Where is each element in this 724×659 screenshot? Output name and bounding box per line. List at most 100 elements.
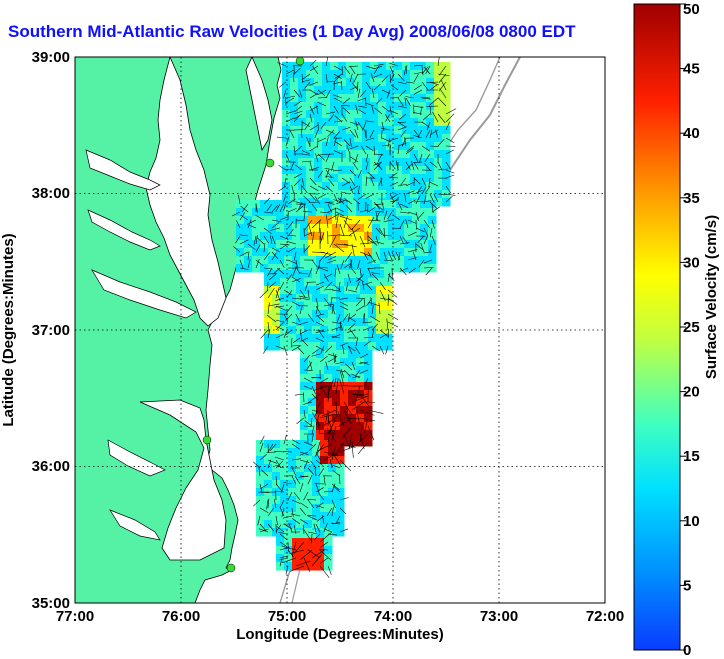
velocity-cell xyxy=(288,278,297,287)
velocity-vector xyxy=(402,236,409,245)
velocity-cell xyxy=(388,256,397,265)
velocity-vector xyxy=(383,251,387,261)
velocity-cell xyxy=(300,398,309,407)
velocity-vector xyxy=(255,235,258,245)
velocity-vector xyxy=(307,313,314,322)
velocity-vector xyxy=(340,191,351,195)
velocity-vector xyxy=(319,565,330,579)
velocity-vector xyxy=(347,345,356,352)
velocity-vector xyxy=(437,161,443,171)
velocity-cell xyxy=(354,150,363,159)
velocity-cell xyxy=(260,240,269,249)
velocity-cell xyxy=(264,472,273,481)
velocity-vector xyxy=(339,342,349,347)
velocity-cell xyxy=(296,512,305,521)
velocity-vector xyxy=(371,345,381,352)
velocity-vector xyxy=(309,92,319,99)
velocity-cell xyxy=(290,182,299,191)
velocity-vector xyxy=(313,385,329,391)
velocity-cell xyxy=(412,264,421,273)
velocity-vector xyxy=(317,419,321,435)
velocity-cell xyxy=(328,456,337,465)
velocity-vector xyxy=(367,206,376,213)
velocity-cell xyxy=(322,86,331,95)
velocity-vector xyxy=(421,81,429,90)
velocity-cell xyxy=(364,208,373,217)
velocity-vector xyxy=(388,251,393,261)
velocity-vector xyxy=(312,66,319,75)
velocity-vector xyxy=(330,297,333,308)
velocity-cell xyxy=(352,286,361,295)
velocity-cell xyxy=(404,264,413,273)
velocity-vector xyxy=(375,227,383,235)
velocity-vector xyxy=(323,273,329,282)
velocity-cell xyxy=(284,200,293,209)
velocity-cell xyxy=(402,182,411,191)
velocity-cell xyxy=(380,264,389,273)
velocity-vector xyxy=(437,138,445,147)
velocity-cell xyxy=(412,256,421,265)
velocity-vector xyxy=(332,469,341,477)
velocity-vector xyxy=(325,281,333,289)
velocity-cell xyxy=(376,302,385,311)
velocity-vector xyxy=(309,360,313,371)
velocity-vector xyxy=(399,267,409,272)
velocity-vector xyxy=(283,482,293,485)
velocity-cell xyxy=(292,562,301,571)
velocity-vector xyxy=(375,211,380,221)
velocity-vector xyxy=(259,442,264,453)
velocity-vector xyxy=(349,85,359,91)
velocity-cell xyxy=(298,102,307,111)
velocity-vector xyxy=(291,499,301,504)
velocity-vector xyxy=(275,286,280,299)
velocity-vector xyxy=(258,528,269,533)
velocity-vector xyxy=(407,231,417,237)
velocity-vector xyxy=(303,232,313,237)
velocity-vector xyxy=(327,234,341,237)
velocity-vector xyxy=(362,281,365,291)
velocity-vector xyxy=(374,107,383,115)
velocity-cell xyxy=(330,110,339,119)
velocity-vector xyxy=(384,114,391,123)
velocity-vector xyxy=(405,147,414,155)
velocity-vector xyxy=(359,242,373,245)
velocity-vector xyxy=(299,329,309,335)
velocity-vector xyxy=(344,66,351,75)
velocity-cell xyxy=(346,70,355,79)
velocity-cell xyxy=(356,366,365,375)
velocity-cell xyxy=(418,158,427,167)
velocity-cell xyxy=(308,538,317,547)
velocity-vector xyxy=(357,259,361,269)
velocity-vector xyxy=(399,220,405,229)
velocity-vector xyxy=(395,251,401,261)
velocity-cell xyxy=(304,342,313,351)
velocity-vector xyxy=(363,252,369,261)
velocity-vector xyxy=(315,459,324,466)
velocity-cell xyxy=(244,216,253,225)
velocity-cell xyxy=(280,294,289,303)
velocity-cell xyxy=(324,248,333,257)
velocity-cell xyxy=(272,496,281,505)
velocity-vector xyxy=(314,443,325,457)
velocity-vector xyxy=(388,176,399,179)
velocity-vector xyxy=(309,166,320,171)
y-tick-label: 38:00 xyxy=(32,185,70,202)
velocity-vector xyxy=(317,185,327,191)
velocity-cell xyxy=(304,488,313,497)
velocity-vector xyxy=(352,393,369,396)
velocity-cell xyxy=(336,464,345,473)
velocity-vector xyxy=(266,499,269,510)
velocity-vector xyxy=(323,452,339,461)
velocity-cell xyxy=(284,554,293,563)
velocity-cell xyxy=(368,286,377,295)
gridlines xyxy=(75,57,605,603)
velocity-vector xyxy=(356,433,369,446)
velocity-vector xyxy=(359,251,372,257)
velocity-vector xyxy=(339,371,345,387)
velocity-vector xyxy=(279,533,287,540)
velocity-vector xyxy=(429,181,439,187)
velocity-vector xyxy=(293,100,302,107)
velocity-vector xyxy=(323,528,333,533)
velocity-vector xyxy=(349,169,357,177)
colorbar-tick-label: 10 xyxy=(683,513,700,530)
